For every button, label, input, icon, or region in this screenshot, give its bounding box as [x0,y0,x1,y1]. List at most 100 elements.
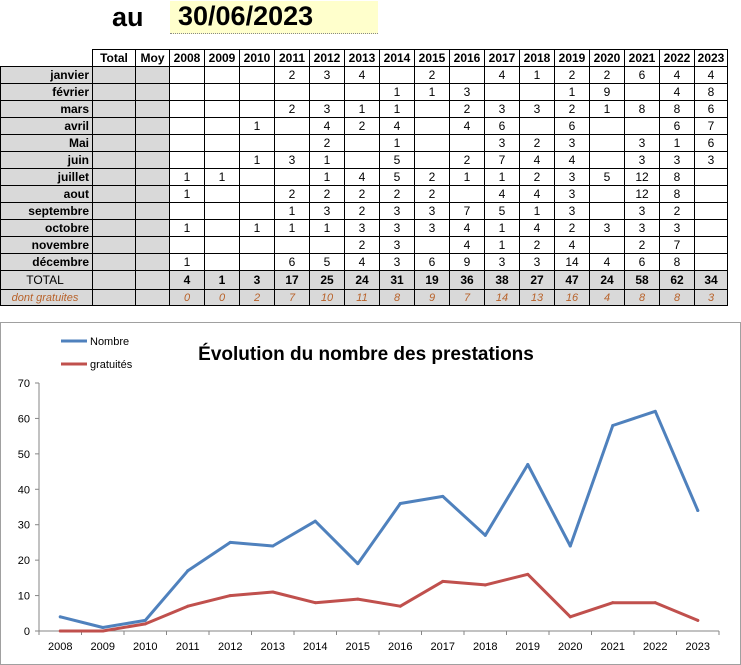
table-cell [169,236,205,254]
table-cell: 12 [624,168,660,186]
row-label: février [0,83,93,101]
table-cell [135,185,170,203]
table-cell: 3 [239,270,275,290]
table-cell: 5 [379,168,415,186]
data-point [653,601,657,605]
table-cell [92,151,136,169]
table-cell: 3 [449,83,485,101]
row-label: TOTAL [0,270,93,290]
col-header: 2014 [379,49,415,67]
table-cell [135,289,170,306]
table-cell: 3 [414,202,450,220]
table-cell [92,66,136,84]
table-cell: 14 [484,289,520,306]
table-cell [589,117,625,135]
table-cell [274,117,310,135]
table-cell: 6 [694,134,728,152]
table-cell: 4 [449,219,485,237]
table-cell [239,66,275,84]
x-tick-label: 2013 [261,641,285,653]
date-field[interactable]: 30/06/2023 [170,1,378,34]
table-cell: 4 [519,151,555,169]
table-cell: 8 [624,100,660,118]
table-cell [135,134,170,152]
table-cell [449,134,485,152]
table-cell: 9 [414,289,450,306]
col-header: 2015 [414,49,450,67]
data-point [356,597,360,601]
table-cell [135,168,170,186]
table-row: avril 1 4 2 4 4 6 6 6 7 [0,117,728,135]
table-cell: 2 [309,134,345,152]
table-cell: 6 [554,117,590,135]
data-point [611,424,615,428]
table-cell [449,185,485,203]
data-point [313,519,317,523]
table-cell: 8 [659,168,695,186]
table-cell: 2 [274,66,310,84]
table-cell: 8 [624,289,660,306]
table-cell: 6 [694,100,728,118]
table-cell [204,185,240,203]
table-cell: 58 [624,270,660,290]
table-cell [92,185,136,203]
table-cell: 10 [309,289,345,306]
table-cell: 9 [589,83,625,101]
table-cell [169,151,205,169]
series-line-nombre [58,409,700,629]
col-header: 2017 [484,49,520,67]
table-cell: 3 [484,100,520,118]
table-cell [204,66,240,84]
table-cell: 27 [519,270,555,290]
col-header: 2019 [554,49,590,67]
table-cell: 1 [414,83,450,101]
table-cell [92,134,136,152]
x-tick-label: 2016 [388,641,412,653]
table-cell: 8 [659,253,695,271]
header-row: Total Moy 2008 2009 2010 2011 2012 2013 … [0,49,728,67]
table-cell: 3 [589,219,625,237]
table-row: janvier 2 3 4 2 4 1 2 2 6 4 4 [0,66,728,84]
col-header: 2013 [344,49,380,67]
table-cell [519,117,555,135]
table-cell [344,134,380,152]
x-tick-label: 2011 [176,641,200,653]
table-cell [589,151,625,169]
legend-label: Nombre [90,336,129,348]
table-cell: 7 [484,151,520,169]
table-cell [169,202,205,220]
table-body: janvier 2 3 4 2 4 1 2 2 6 4 4 février 1 1 3 1 9 4 8 mars 2 3 1 1… [0,66,728,306]
data-point [101,625,105,629]
table-cell: 3 [624,219,660,237]
data-point [58,615,62,619]
table-cell: 25 [309,270,345,290]
table-cell: 4 [554,236,590,254]
row-label: novembre [0,236,93,254]
table-cell: 4 [659,66,695,84]
table-cell: 4 [449,117,485,135]
table-cell: 2 [344,117,380,135]
table-cell: 2 [554,219,590,237]
data-point [271,544,275,548]
table-cell: 47 [554,270,590,290]
data-point [398,501,402,505]
table-cell [204,117,240,135]
table-cell: 62 [659,270,695,290]
table-cell: 19 [414,270,450,290]
col-header: 2016 [449,49,485,67]
table-cell: 3 [414,219,450,237]
table-cell: 24 [589,270,625,290]
table-cell: 6 [414,253,450,271]
table-cell: 31 [379,270,415,290]
table-cell: 7 [274,289,310,306]
table-cell: 7 [449,289,485,306]
table-cell: 4 [344,253,380,271]
table-cell: 0 [169,289,205,306]
table-row: aout 1 2 2 2 2 2 4 4 3 12 8 [0,185,728,203]
data-point [186,569,190,573]
table-cell: 6 [659,117,695,135]
table-cell [309,83,345,101]
table-cell: 2 [344,185,380,203]
table-cell: 2 [414,168,450,186]
table-cell [135,270,170,290]
